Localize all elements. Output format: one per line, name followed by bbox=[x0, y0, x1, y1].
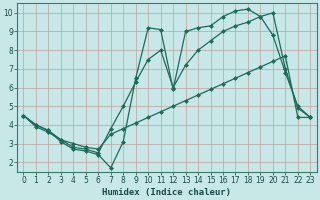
X-axis label: Humidex (Indice chaleur): Humidex (Indice chaleur) bbox=[102, 188, 231, 197]
